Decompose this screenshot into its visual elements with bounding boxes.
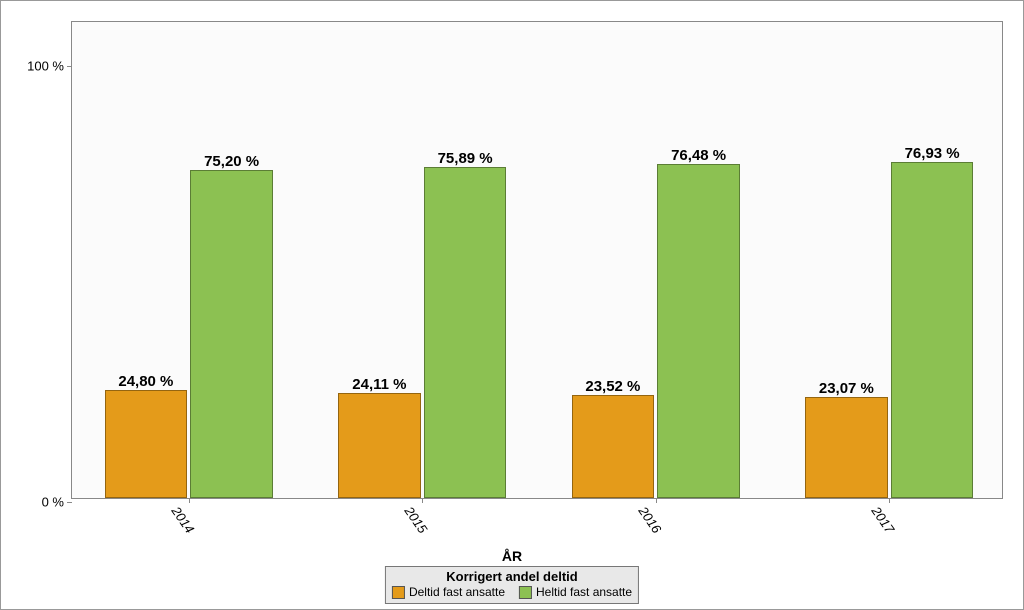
x-tick-label: 2014 (168, 498, 205, 536)
bar (657, 164, 739, 498)
legend-item-label: Heltid fast ansatte (536, 585, 632, 599)
legend-title: Korrigert andel deltid (392, 569, 632, 584)
bar-value-label: 76,93 % (905, 145, 960, 166)
x-tick-label: 2016 (635, 498, 672, 536)
legend-row: Deltid fast ansatte Heltid fast ansatte (392, 585, 632, 599)
bar (338, 393, 420, 498)
y-tick-mark (67, 502, 72, 503)
bar-value-label: 23,07 % (819, 380, 874, 401)
plot-area: 24,80 % 75,20 % 24,11 % 75,89 % 23,52 % 76,48… (71, 21, 1003, 499)
bar-value-label: 76,48 % (671, 147, 726, 168)
x-tick-mark (422, 498, 423, 503)
x-tick-label: 2017 (869, 498, 906, 536)
x-tick-label: 2015 (402, 498, 439, 536)
bar-value-label: 23,52 % (585, 378, 640, 399)
x-axis-title: ÅR (502, 548, 522, 564)
bar (105, 390, 187, 498)
bar (891, 162, 973, 498)
legend-swatch (519, 586, 532, 599)
bar-value-label: 24,11 % (352, 376, 406, 397)
bar (190, 170, 272, 498)
bar-value-label: 24,80 % (118, 373, 173, 394)
bars-layer: 24,80 % 75,20 % 24,11 % 75,89 % 23,52 % 76,48… (72, 22, 1002, 498)
y-tick-mark (67, 66, 72, 67)
x-tick-mark (889, 498, 890, 503)
legend-swatch (392, 586, 405, 599)
bar-value-label: 75,20 % (204, 153, 259, 174)
legend-item: Heltid fast ansatte (519, 585, 632, 599)
bar (805, 397, 887, 498)
legend-item: Deltid fast ansatte (392, 585, 505, 599)
bar-value-label: 75,89 % (438, 150, 493, 171)
bar (424, 167, 506, 498)
chart-frame: 24,80 % 75,20 % 24,11 % 75,89 % 23,52 % 76,48… (0, 0, 1024, 610)
legend: Korrigert andel deltid Deltid fast ansat… (385, 566, 639, 604)
x-tick-mark (189, 498, 190, 503)
legend-item-label: Deltid fast ansatte (409, 585, 505, 599)
x-tick-mark (656, 498, 657, 503)
bar (572, 395, 654, 498)
y-tick-label: 100 % (27, 58, 72, 73)
